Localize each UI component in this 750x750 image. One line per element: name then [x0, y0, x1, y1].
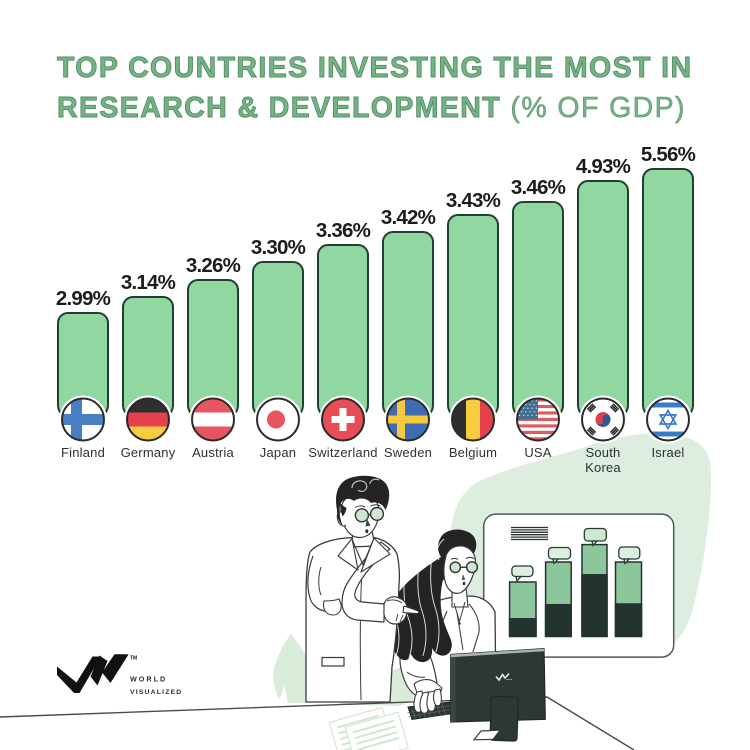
svg-text:WORLD: WORLD: [130, 675, 167, 684]
svg-text:VISUALIZED: VISUALIZED: [130, 689, 182, 696]
svg-text:TM: TM: [130, 656, 137, 662]
